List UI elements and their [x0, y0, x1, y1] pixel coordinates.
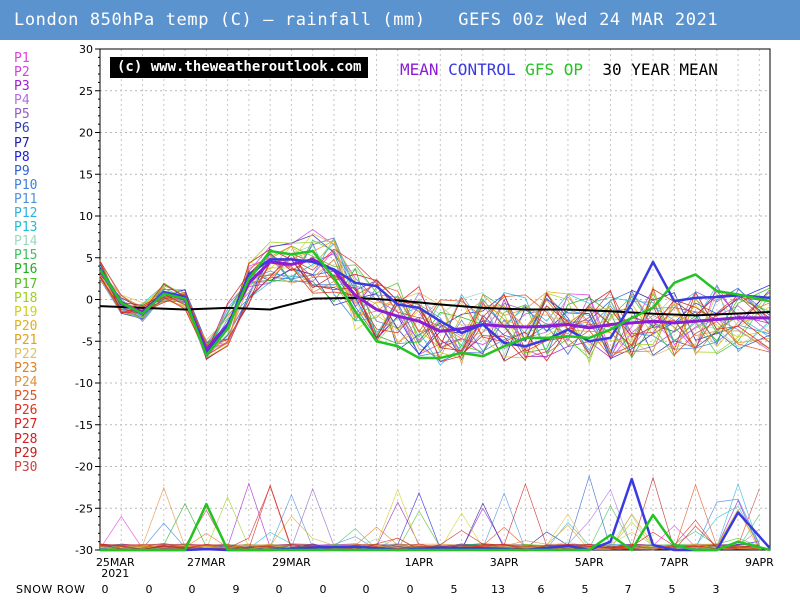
series-line-mean: [98, 257, 770, 352]
y-tick-label: 30: [79, 43, 93, 56]
snow-row-value: 0: [188, 583, 196, 596]
x-tick-label: 7APR: [660, 556, 689, 569]
legend-item-p17: P17: [14, 276, 38, 292]
snow-row-value: 3: [712, 583, 720, 596]
x-tick-label: 25MAR: [96, 556, 135, 569]
x-tick-label: 2021: [101, 567, 129, 580]
rain-line-p15: [99, 504, 760, 551]
snow-row-value: 0: [319, 583, 327, 596]
snow-row-value: 6: [537, 583, 545, 596]
y-tick-label: 10: [79, 210, 93, 223]
legend-item-p12: P12: [14, 206, 38, 222]
legend-item-p19: P19: [14, 304, 38, 320]
x-tick-label: 1APR: [405, 556, 434, 569]
legend-item-p9: P9: [14, 163, 30, 179]
rain-line-p30: [99, 488, 760, 551]
legend-item-p13: P13: [14, 220, 38, 236]
legend-item-p11: P11: [14, 191, 38, 207]
key-gfs-op: GFS OP: [525, 60, 584, 79]
legend-item-p3: P3: [14, 79, 30, 95]
y-tick-label: 5: [86, 252, 93, 265]
snow-row-value: 0: [101, 583, 109, 596]
legend-item-p14: P14: [14, 234, 38, 250]
snow-row-value: 7: [624, 583, 632, 596]
series-line-gfs-op: [98, 249, 771, 360]
key-mean: MEAN: [400, 60, 439, 79]
rain-line-p18: [99, 496, 760, 551]
ensemble-line-p10: [99, 242, 771, 357]
legend-item-p26: P26: [14, 403, 38, 419]
snow-row-label: SNOW ROW: [16, 583, 86, 596]
legend-item-p2: P2: [14, 65, 30, 81]
rain-line-gfs-op: [100, 502, 771, 552]
title-bar: London 850hPa temp (C) — rainfall (mm) G…: [0, 0, 800, 40]
chart-title: London 850hPa temp (C) — rainfall (mm) G…: [14, 10, 719, 30]
x-tick-label: 3APR: [490, 556, 519, 569]
y-tick-label: -10: [75, 377, 93, 390]
y-tick-label: 25: [79, 85, 93, 98]
snow-row-value: 9: [232, 583, 240, 596]
legend-item-p5: P5: [14, 107, 30, 123]
rain-line-p3: [99, 482, 760, 551]
series-line-30-year-mean: [99, 296, 771, 317]
ensemble-line-p30: [99, 248, 771, 359]
legend-item-p18: P18: [14, 290, 38, 306]
legend-item-p24: P24: [14, 375, 38, 391]
legend-item-p23: P23: [14, 361, 38, 377]
x-tick-label: 5APR: [575, 556, 604, 569]
legend-item-p21: P21: [14, 332, 38, 348]
y-tick-label: -5: [82, 335, 93, 348]
snow-row: SNOW ROW 0 0 0 9 0 0 0 0 5 13 6 5 7 5 3: [0, 583, 800, 599]
snow-row-value: 5: [668, 583, 676, 596]
x-tick-label: 27MAR: [187, 556, 226, 569]
member-legend: P1 P2 P3 P4 P5 P6 P7 P8 P9 P10 P11 P12 P13 P14 P15 P16 P…: [14, 51, 38, 475]
snow-row-value: 0: [275, 583, 283, 596]
y-tick-label: 20: [79, 127, 93, 140]
ensemble-line-p20: [99, 267, 771, 349]
y-tick-label: 15: [79, 168, 93, 181]
legend-item-p1: P1: [14, 51, 30, 66]
snow-row-value: 5: [450, 583, 458, 596]
legend-item-p6: P6: [14, 121, 30, 137]
x-tick-label: 9APR: [745, 556, 774, 569]
y-tick-label: 0: [86, 294, 93, 307]
legend-item-p8: P8: [14, 149, 30, 165]
legend-item-p29: P29: [14, 445, 38, 461]
series-key: MEAN CONTROL GFS OP 30 YEAR MEAN: [400, 60, 718, 79]
rain-line-p12: [99, 482, 760, 551]
legend-item-p27: P27: [14, 417, 38, 433]
y-tick-label: -20: [75, 461, 93, 474]
copyright-badge: (c) www.theweatheroutlook.com: [110, 57, 369, 78]
snow-row-value: 0: [362, 583, 370, 596]
key-control: CONTROL: [448, 60, 516, 79]
rain-line-p28: [99, 482, 760, 550]
snow-row-value: 13: [491, 583, 505, 596]
legend-item-p25: P25: [14, 389, 38, 405]
legend-item-p7: P7: [14, 135, 30, 151]
legend-item-p30: P30: [14, 459, 38, 475]
legend-item-p15: P15: [14, 248, 38, 264]
y-tick-label: -15: [75, 419, 93, 432]
x-tick-label: 29MAR: [272, 556, 311, 569]
snow-row-value: 0: [145, 583, 153, 596]
y-tick-label: -30: [75, 544, 93, 557]
y-tick-label: -25: [75, 502, 93, 515]
snow-row-value: 0: [406, 583, 414, 596]
legend-item-p16: P16: [14, 262, 38, 278]
rain-line-p23: [99, 526, 760, 551]
legend-item-p22: P22: [14, 346, 38, 362]
legend-item-p20: P20: [14, 318, 38, 334]
legend-item-p10: P10: [14, 177, 38, 193]
key-30-year-mean: 30 YEAR MEAN: [602, 60, 718, 79]
rain-line-p13: [99, 505, 760, 551]
snow-row-value: 5: [581, 583, 589, 596]
legend-item-p28: P28: [14, 431, 38, 447]
legend-item-p4: P4: [14, 93, 30, 109]
